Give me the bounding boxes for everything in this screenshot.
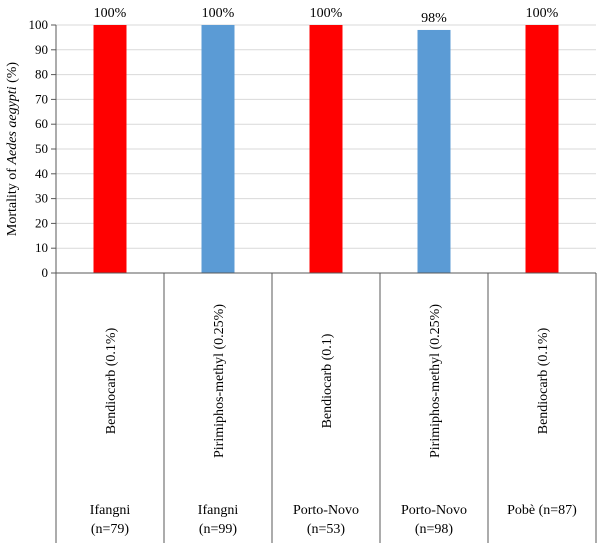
location-label: Ifangni: [198, 503, 239, 518]
bar: [201, 25, 235, 273]
sample-size-label: (n=98): [415, 522, 454, 537]
bar: [93, 25, 127, 273]
y-axis-title: Mortality of Aedes aegypti (%): [5, 62, 20, 237]
y-tick-label: 70: [35, 91, 48, 106]
treatment-label: Pirimiphos-methyl (0.25%): [428, 304, 443, 458]
location-label: Porto-Novo: [293, 503, 359, 518]
sample-size-label: (n=79): [91, 522, 130, 537]
y-tick-label: 60: [35, 116, 48, 131]
location-label: Pobè (n=87): [507, 503, 577, 518]
y-tick-label: 100: [29, 17, 49, 32]
bar: [417, 29, 451, 274]
y-tick-label: 20: [35, 215, 48, 230]
treatment-label: Pirimiphos-methyl (0.25%): [212, 304, 227, 458]
data-label: 100%: [202, 6, 235, 21]
axes: [51, 24, 597, 543]
bars: [93, 25, 559, 274]
y-tick-label: 80: [35, 67, 48, 82]
location-label: Ifangni: [90, 503, 131, 518]
sample-size-label: (n=53): [307, 522, 346, 537]
treatment-label: Bendiocarb (0.1): [320, 333, 335, 428]
y-tick-label: 90: [35, 42, 48, 57]
treatment-label: Bendiocarb (0.1%): [104, 327, 119, 434]
bar: [525, 25, 559, 273]
sample-size-label: (n=99): [199, 522, 238, 537]
y-tick-label: 30: [35, 191, 48, 206]
y-tick-label: 50: [35, 141, 48, 156]
y-tick-label: 10: [35, 240, 48, 255]
bar: [309, 25, 343, 273]
y-tick-label: 0: [42, 265, 49, 280]
data-label: 98%: [421, 11, 447, 26]
y-tick-label: 40: [35, 166, 48, 181]
location-label: Porto-Novo: [401, 503, 467, 518]
data-label: 100%: [310, 6, 343, 21]
data-label: 100%: [94, 6, 127, 21]
treatment-label: Bendiocarb (0.1%): [536, 327, 551, 434]
labels: 0 10 20 30 40 50 60 70 80 90 100 100% Bendiocarb (0.…: [29, 6, 578, 537]
data-label: 100%: [526, 6, 559, 21]
